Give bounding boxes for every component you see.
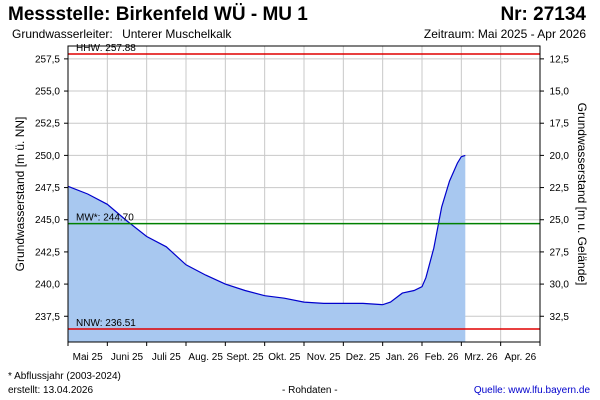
- y-tick-label: 242,5: [35, 247, 60, 258]
- y-tick-label: 240,0: [35, 280, 60, 291]
- footnote: * Abflussjahr (2003-2024): [8, 371, 121, 382]
- series-area: [68, 155, 466, 342]
- x-tick-label: Sept. 25: [226, 352, 264, 363]
- reference-lines: HHW: 257.88 MW*: 244.70 NNW: 236.51: [68, 43, 540, 330]
- y-tick-label: 247,5: [35, 183, 60, 194]
- x-tick-label: Dez. 25: [346, 352, 381, 363]
- x-tick-label: Mrz. 26: [464, 352, 498, 363]
- reference-label-nnw: NNW: 236.51: [76, 318, 136, 329]
- station-title: Messstelle: Birkenfeld WÜ - MU 1: [8, 4, 308, 25]
- y-axis-title-right: Grundwasserstand [m u. Gelände]: [575, 103, 589, 286]
- y-tick-label: 237,5: [35, 312, 60, 323]
- x-tick-label: Feb. 26: [425, 352, 459, 363]
- y-tick-label: 250,0: [35, 151, 60, 162]
- created-date: erstellt: 13.04.2026: [8, 385, 94, 396]
- x-tick-label: Juni 25: [111, 352, 144, 363]
- y2-tick-label: 30,0: [550, 280, 570, 291]
- y2-tick-label: 27,5: [550, 247, 570, 258]
- aquifer-value: Unterer Muschelkalk: [122, 27, 232, 41]
- y2-tick-label: 12,5: [550, 54, 570, 65]
- series-line: [67, 154, 466, 306]
- y2-tick-label: 32,5: [550, 312, 570, 323]
- y-tick-label: 257,5: [35, 54, 60, 65]
- x-tick-label: Aug. 25: [188, 352, 223, 363]
- y-tick-label: 252,5: [35, 119, 60, 130]
- station-number: Nr: 27134: [500, 4, 586, 25]
- reference-label-hhw: HHW: 257.88: [76, 43, 136, 54]
- x-tick-label: Jan. 26: [386, 352, 419, 363]
- x-tick-label: Juli 25: [152, 352, 181, 363]
- y-tick-label: 255,0: [35, 87, 60, 98]
- x-tick-label: Mai 25: [73, 352, 103, 363]
- y2-tick-label: 20,0: [550, 151, 570, 162]
- x-tick-label: Nov. 25: [307, 352, 341, 363]
- raw-data-note: - Rohdaten -: [282, 385, 338, 396]
- y2-tick-label: 22,5: [550, 183, 570, 194]
- y-axis-title-left: Grundwasserstand [m ü. NN]: [13, 117, 27, 272]
- y2-tick-label: 15,0: [550, 87, 570, 98]
- y-tick-label: 245,0: [35, 215, 60, 226]
- aquifer-info: Grundwasserleiter: Unterer Muschelkalk: [12, 27, 231, 41]
- period-info: Zeitraum: Mai 2025 - Apr 2026: [423, 27, 586, 41]
- aquifer-label: Grundwasserleiter:: [12, 27, 113, 41]
- y2-tick-label: 17,5: [550, 119, 570, 130]
- x-tick-label: Apr. 26: [504, 352, 536, 363]
- x-tick-label: Okt. 25: [268, 352, 301, 363]
- y2-tick-label: 25,0: [550, 215, 570, 226]
- tick-layer: 237,5 240,0 242,5 245,0 247,5 250,0 252,5 255,0…: [35, 54, 569, 363]
- reference-label-mw: MW*: 244.70: [76, 213, 134, 224]
- source-link[interactable]: Quelle: www.lfu.bayern.de: [473, 385, 590, 396]
